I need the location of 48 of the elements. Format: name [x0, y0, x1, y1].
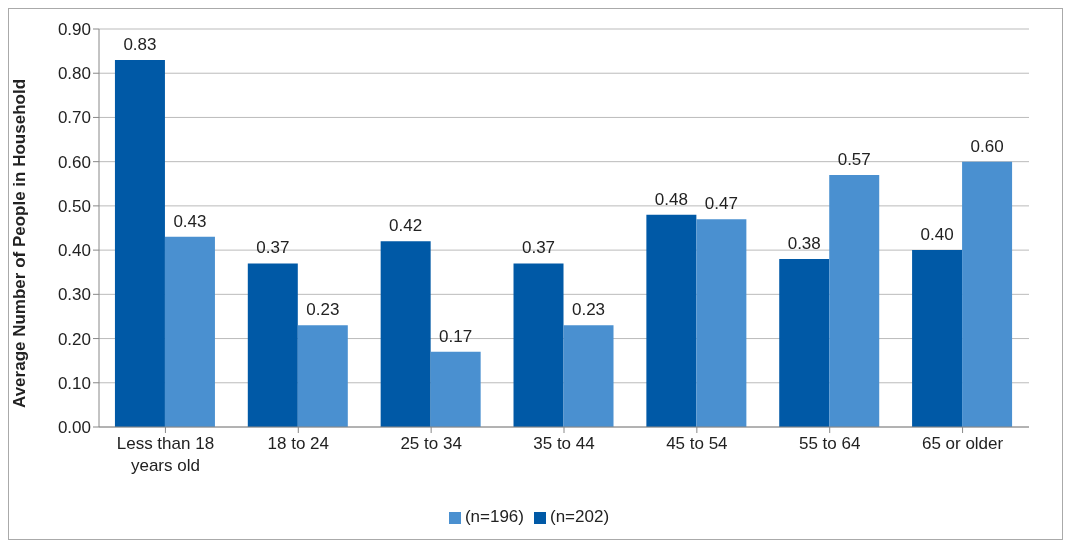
y-tick-label: 0.30: [57, 285, 91, 305]
y-tick-label: 0.70: [57, 108, 91, 128]
bar: [646, 214, 697, 427]
data-label: 0.47: [704, 194, 738, 214]
data-label: 0.37: [521, 238, 556, 258]
y-axis-title: Average Number of People in Household: [10, 78, 30, 408]
y-tick-label: 0.20: [57, 329, 91, 349]
y-tick-label: 0.50: [57, 196, 91, 216]
bar: [962, 161, 1013, 427]
bar: [563, 325, 614, 427]
x-tick-label: Less than 18 years old: [116, 434, 215, 475]
x-tick-label: 55 to 64: [798, 434, 861, 453]
bar: [247, 263, 298, 427]
data-label: 0.17: [439, 326, 473, 346]
bar: [164, 236, 215, 427]
y-tick-label: 0.80: [57, 64, 91, 84]
x-tick-label: 25 to 34: [400, 434, 462, 453]
data-label: 0.43: [173, 211, 207, 231]
bar: [114, 59, 165, 427]
bar: [912, 250, 963, 427]
bar: [779, 258, 830, 427]
bar: [696, 219, 747, 427]
data-label: 0.57: [837, 149, 871, 169]
x-tick-label: 45 to 54: [666, 434, 728, 453]
bar: [297, 325, 348, 427]
bar: [430, 351, 481, 427]
y-tick-label: 0.10: [57, 373, 91, 393]
bar: [829, 174, 880, 427]
data-label: 0.23: [306, 300, 340, 320]
data-label: 0.42: [389, 216, 423, 236]
legend-label: (n=196): [464, 507, 524, 526]
data-label: 0.60: [970, 136, 1004, 156]
data-label: 0.38: [787, 233, 821, 253]
legend-label: (n=202): [550, 507, 610, 526]
data-label: 0.40: [920, 225, 954, 245]
y-tick-label: 0.00: [57, 418, 91, 438]
y-tick-label: 0.60: [57, 152, 91, 172]
y-tick-label: 0.90: [57, 20, 91, 40]
data-label: 0.83: [123, 34, 157, 54]
data-label: 0.23: [571, 300, 606, 320]
data-label: 0.48: [654, 189, 688, 209]
x-tick-label: 18 to 24: [267, 434, 330, 453]
bar: [380, 241, 431, 427]
x-tick-label: 35 to 44: [533, 434, 595, 453]
data-label: 0.37: [256, 238, 290, 258]
x-tick-label: 65 or older: [921, 434, 1004, 453]
y-tick-label: 0.40: [57, 241, 91, 261]
bar: [513, 263, 564, 427]
